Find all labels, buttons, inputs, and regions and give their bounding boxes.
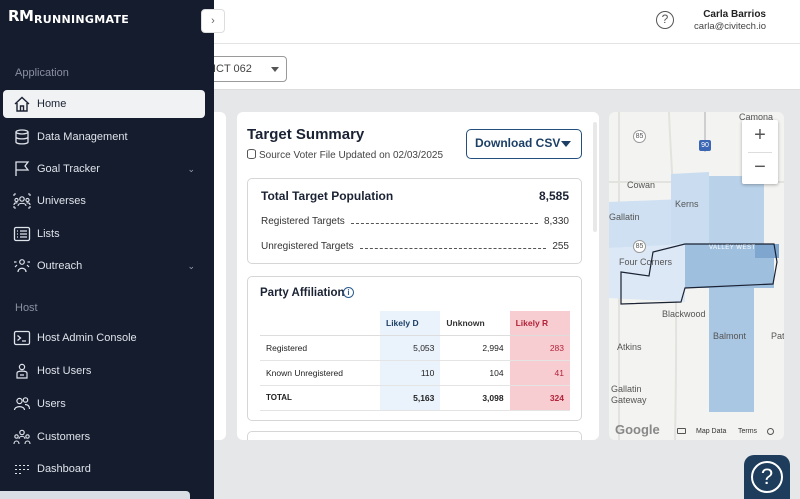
column-unknown: Unknown — [440, 311, 510, 336]
sidebar-item-data-management[interactable]: Data Management — [3, 123, 205, 151]
user-email: carla@civitech.io — [694, 21, 766, 32]
next-section-box — [247, 431, 582, 440]
terms-link[interactable]: Terms — [738, 428, 758, 435]
zoom-in-button[interactable]: + — [754, 124, 766, 146]
help-icon[interactable]: ? — [656, 11, 674, 29]
map-canvas — [609, 112, 784, 440]
population-title: Total Target Population — [261, 189, 394, 203]
card-scrollbar[interactable] — [593, 122, 597, 232]
sidebar-item-lists[interactable]: Lists — [3, 220, 205, 248]
status-url-bar — [0, 491, 190, 499]
google-logo: Google — [615, 422, 660, 437]
outreach-icon — [14, 259, 30, 273]
district-select-value: RICT 062 — [205, 63, 252, 75]
sidebar-item-host-admin-console[interactable]: Host Admin Console — [3, 324, 205, 352]
database-icon — [15, 129, 29, 145]
chevron-down-icon — [271, 67, 279, 72]
target-summary-card: Target Summary Source Voter File Updated… — [237, 112, 599, 440]
party-table: Likely D Unknown Likely R Registered 5,0… — [260, 311, 570, 411]
table-row: Known Unregistered 110 104 41 — [260, 360, 570, 386]
column-likely-d: Likely D — [380, 311, 441, 336]
list-icon — [13, 226, 31, 242]
report-icon[interactable] — [767, 428, 774, 435]
customers-icon — [13, 429, 31, 445]
sidebar-item-outreach[interactable]: Outreach ⌄ — [3, 252, 205, 280]
zoom-out-button[interactable]: − — [754, 156, 766, 178]
registered-targets-row: Registered Targets 8,330 — [261, 216, 569, 227]
sidebar-item-universes[interactable]: Universes — [3, 187, 205, 215]
download-csv-button[interactable]: Download CSV — [466, 129, 582, 159]
unregistered-targets-row: Unregistered Targets 255 — [261, 241, 569, 252]
map-label-gallatin: Gallatin — [609, 212, 640, 222]
route-90-icon: 90 — [699, 140, 711, 151]
sidebar-item-host-users[interactable]: Host Users — [3, 357, 205, 385]
map-label-camona: Camona — [739, 112, 774, 122]
map-label-cowan: Cowan — [627, 180, 656, 190]
map-label-balmont: Balmont — [713, 331, 747, 341]
district-map[interactable]: Camona 85 90 Cowan Gallatin Kerns 85 VAL… — [609, 112, 784, 440]
card-title: Target Summary — [247, 126, 365, 143]
terminal-icon — [13, 330, 31, 346]
user-name[interactable]: Carla Barrios — [703, 9, 766, 20]
logo-mark: RM — [8, 7, 34, 25]
sidebar-item-users[interactable]: Users — [3, 390, 205, 418]
keyboard-icon[interactable] — [677, 428, 686, 434]
map-label-valley-west: VALLEY WEST — [709, 245, 756, 251]
section-host: Host — [15, 302, 38, 314]
source-updated-text: Source Voter File Updated on 02/03/2025 — [247, 149, 443, 161]
target-population-box: Total Target Population 8,585 Registered… — [247, 178, 582, 264]
map-zoom-controls: + − — [742, 120, 778, 184]
map-data-link[interactable]: Map Data — [696, 428, 727, 435]
sidebar-item-goal-tracker[interactable]: Goal Tracker ⌄ — [3, 155, 205, 183]
info-icon[interactable]: i — [343, 287, 354, 298]
dashboard-icon — [15, 465, 29, 474]
home-icon — [14, 96, 30, 112]
caret-down-icon — [561, 141, 571, 147]
sidebar-item-customers[interactable]: Customers — [3, 423, 205, 451]
sidebar: RM RUNNINGMATE Application Home Data Man… — [0, 0, 214, 499]
party-title: Party Affiliation — [260, 287, 345, 299]
map-label-four-corners: Four Corners — [619, 257, 673, 267]
section-application: Application — [15, 67, 69, 79]
map-label-blackwood: Blackwood — [662, 309, 706, 319]
column-likely-r: Likely R — [509, 311, 570, 336]
map-label-pat: Pat — [771, 331, 784, 341]
sidebar-collapse-button[interactable]: › — [201, 9, 225, 33]
user-badge-icon — [16, 363, 28, 379]
route-85-icon: 85 — [633, 240, 646, 253]
help-icon: ? — [751, 461, 783, 493]
flag-icon — [15, 161, 30, 176]
party-affiliation-box: Party Affiliation i Likely D Unknown Lik… — [247, 276, 582, 421]
sidebar-item-dashboard[interactable]: Dashboard — [3, 455, 205, 483]
chevron-down-icon: ⌄ — [187, 261, 195, 271]
map-footer: Google Map Data Terms — [609, 422, 784, 440]
route-85-icon: 85 — [633, 130, 646, 143]
map-label-gallatin-gateway: Gallatin Gateway — [611, 384, 647, 405]
database-icon — [247, 149, 256, 159]
population-total: 8,585 — [538, 189, 569, 203]
logo-wordmark: RUNNINGMATE — [34, 13, 130, 26]
people-group-icon — [13, 193, 31, 209]
map-label-kerns: Kerns — [675, 199, 699, 209]
chevron-down-icon: ⌄ — [187, 164, 195, 174]
sidebar-item-home[interactable]: Home — [3, 90, 205, 118]
help-button[interactable]: ? — [744, 455, 790, 499]
table-row: Registered 5,053 2,994 283 — [260, 335, 570, 361]
users-icon — [13, 397, 31, 411]
map-label-atkins: Atkins — [617, 342, 642, 352]
table-row-total: TOTAL 5,163 3,098 324 — [260, 385, 570, 411]
